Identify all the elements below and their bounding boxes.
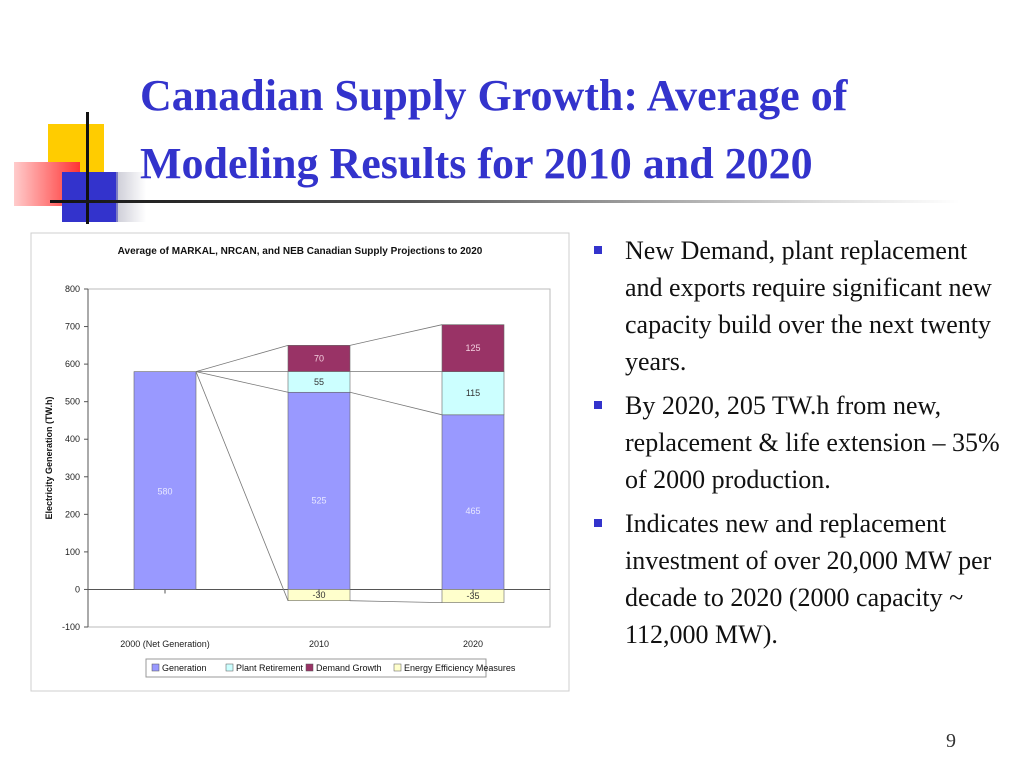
decor-fade-line bbox=[116, 172, 146, 222]
y-tick-label: 100 bbox=[65, 547, 80, 557]
data-label: 580 bbox=[157, 486, 172, 496]
x-tick-label: 2010 bbox=[309, 639, 329, 649]
legend-swatch bbox=[151, 663, 160, 672]
decor-blue-square bbox=[62, 172, 118, 222]
bullet-text: By 2020, 205 TW.h from new, replacement … bbox=[625, 391, 1000, 494]
data-label: 465 bbox=[465, 506, 480, 516]
bar-segment bbox=[133, 371, 197, 590]
bullet-square-icon bbox=[594, 401, 602, 409]
bullet-square-icon bbox=[594, 519, 602, 527]
chart-title: Average of MARKAL, NRCAN, and NEB Canadi… bbox=[118, 246, 483, 257]
y-tick-label: 600 bbox=[65, 359, 80, 369]
y-tick-label: -100 bbox=[62, 622, 80, 632]
bullet-square-icon bbox=[594, 246, 602, 254]
y-tick-label: 300 bbox=[65, 472, 80, 482]
connector-line bbox=[195, 344, 289, 373]
y-tick-label: 400 bbox=[65, 434, 80, 444]
y-axis-label: Electricity Generation (TW.h) bbox=[44, 396, 54, 519]
data-label: 125 bbox=[465, 343, 480, 353]
connector-line bbox=[349, 391, 443, 416]
legend-box bbox=[145, 658, 487, 678]
x-tick-label: 2000 (Net Generation) bbox=[120, 639, 210, 649]
data-label: 70 bbox=[314, 353, 324, 363]
bullet-list: New Demand, plant replacement and export… bbox=[592, 232, 1002, 660]
y-tick-label: 200 bbox=[65, 509, 80, 519]
bar-segment bbox=[441, 324, 505, 372]
legend-label: Generation bbox=[162, 663, 207, 673]
connector-line bbox=[195, 371, 289, 601]
bullet-item: New Demand, plant replacement and export… bbox=[592, 232, 1002, 380]
chart-svg: Average of MARKAL, NRCAN, and NEB Canadi… bbox=[30, 232, 570, 692]
bullet-text: Indicates new and replacement investment… bbox=[625, 509, 992, 649]
data-label: 525 bbox=[311, 496, 326, 506]
x-tick-label: 2020 bbox=[463, 639, 483, 649]
slide-title: Canadian Supply Growth: Average of Model… bbox=[140, 71, 848, 188]
data-label: 115 bbox=[466, 388, 480, 398]
bar-segment bbox=[287, 391, 351, 590]
connector-line bbox=[349, 324, 443, 346]
connector-line bbox=[195, 371, 289, 393]
stacked-bar-chart: Average of MARKAL, NRCAN, and NEB Canadi… bbox=[30, 232, 570, 692]
legend-label: Energy Efficiency Measures bbox=[404, 663, 516, 673]
legend-swatch bbox=[393, 663, 402, 672]
bar-segment bbox=[441, 414, 505, 590]
y-tick-label: 800 bbox=[65, 284, 80, 294]
title-underline bbox=[50, 200, 960, 203]
legend-label: Demand Growth bbox=[316, 663, 382, 673]
bullet-item: Indicates new and replacement investment… bbox=[592, 505, 1002, 653]
bullet-text: New Demand, plant replacement and export… bbox=[625, 236, 992, 376]
data-label: -35 bbox=[466, 591, 479, 601]
legend-swatch bbox=[305, 663, 314, 672]
decor-vertical-line bbox=[86, 112, 89, 224]
slide-number: 9 bbox=[946, 730, 956, 752]
data-label: 55 bbox=[314, 377, 324, 387]
bullet-item: By 2020, 205 TW.h from new, replacement … bbox=[592, 387, 1002, 498]
y-tick-label: 500 bbox=[65, 397, 80, 407]
legend-swatch bbox=[225, 663, 234, 672]
y-tick-label: 0 bbox=[75, 584, 80, 594]
connector-line bbox=[349, 600, 443, 603]
y-tick-label: 700 bbox=[65, 322, 80, 332]
legend-label: Plant Retirement bbox=[236, 663, 304, 673]
data-label: -30 bbox=[312, 590, 325, 600]
